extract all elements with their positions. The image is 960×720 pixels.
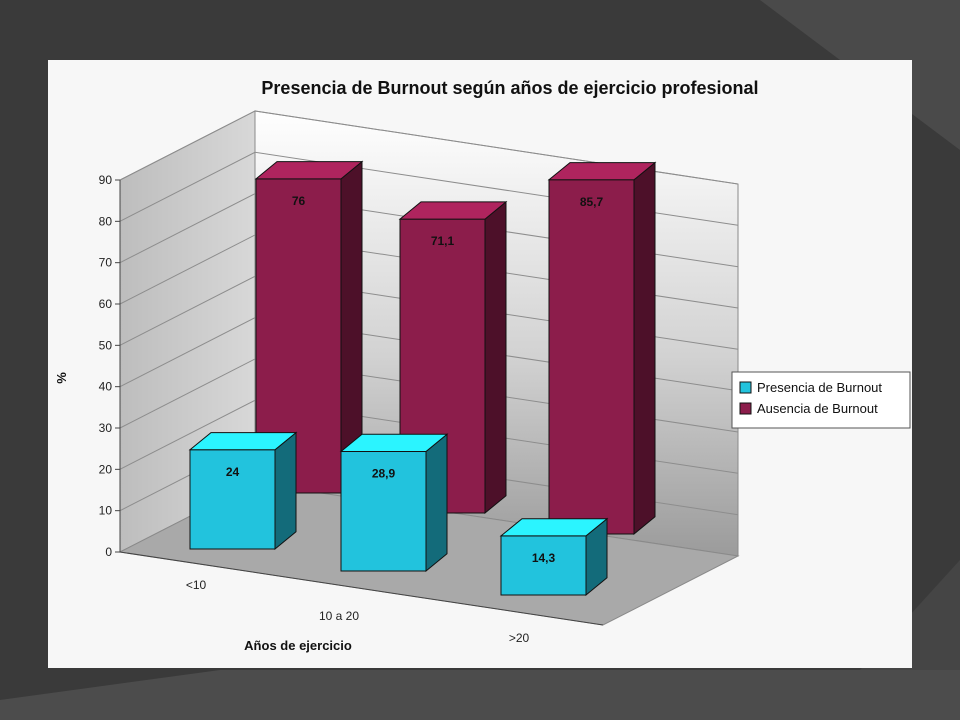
legend-label: Presencia de Burnout (757, 380, 882, 395)
x-axis-line (119, 551, 604, 626)
y-tick-label: 40 (99, 380, 113, 394)
x-axis-title: Años de ejercicio (244, 638, 352, 653)
y-tick-label: 80 (99, 214, 113, 228)
y-axis-title: % (54, 372, 69, 384)
y-tick-label: 20 (99, 462, 113, 476)
legend-swatch (739, 381, 752, 394)
y-tick-label: 30 (99, 421, 113, 435)
bar-side-ausencia-1 (484, 200, 507, 515)
bar-presencia-2 (500, 535, 587, 596)
bar-side-ausencia-2 (633, 161, 656, 536)
legend-swatch (739, 402, 752, 415)
x-tick-label: 10 a 20 (319, 609, 359, 623)
bar-top-ausencia-0 (254, 161, 364, 180)
y-tick-label: 50 (99, 338, 113, 352)
y-tick-label: 70 (99, 256, 113, 270)
data-label-presencia-0: 24 (226, 465, 240, 479)
data-label-ausencia-1: 71,1 (431, 234, 455, 248)
bar-top-presencia-0 (188, 432, 298, 451)
chart-title: Presencia de Burnout según años de ejerc… (261, 78, 758, 98)
legend: Presencia de Burnout Ausencia de Burnout (731, 371, 911, 429)
bar-side-presencia-1 (425, 433, 448, 573)
legend-label: Ausencia de Burnout (757, 401, 878, 416)
chart: Presencia de Burnout según años de ejerc… (54, 78, 911, 653)
y-tick-label: 10 (99, 504, 113, 518)
chart-frame: Presencia de Burnout según años de ejerc… (48, 60, 912, 668)
y-tick-label: 0 (105, 545, 112, 559)
y-tick-label: 60 (99, 297, 113, 311)
data-label-ausencia-2: 85,7 (580, 195, 604, 209)
y-tick-label: 90 (99, 173, 113, 187)
bar-side-presencia-0 (274, 431, 297, 551)
legend-box (731, 371, 911, 429)
data-label-presencia-2: 14,3 (532, 551, 556, 565)
bar-top-ausencia-1 (398, 201, 508, 220)
bar-top-presencia-1 (339, 433, 449, 452)
gridline (119, 110, 739, 185)
data-label-presencia-1: 28,9 (372, 467, 396, 481)
x-tick-label: >20 (509, 631, 530, 645)
x-tick-label: <10 (186, 578, 207, 592)
bar-top-presencia-2 (499, 518, 609, 537)
data-label-ausencia-0: 76 (292, 194, 306, 208)
bar-top-ausencia-2 (547, 162, 657, 181)
bar-ausencia-2 (548, 179, 635, 535)
